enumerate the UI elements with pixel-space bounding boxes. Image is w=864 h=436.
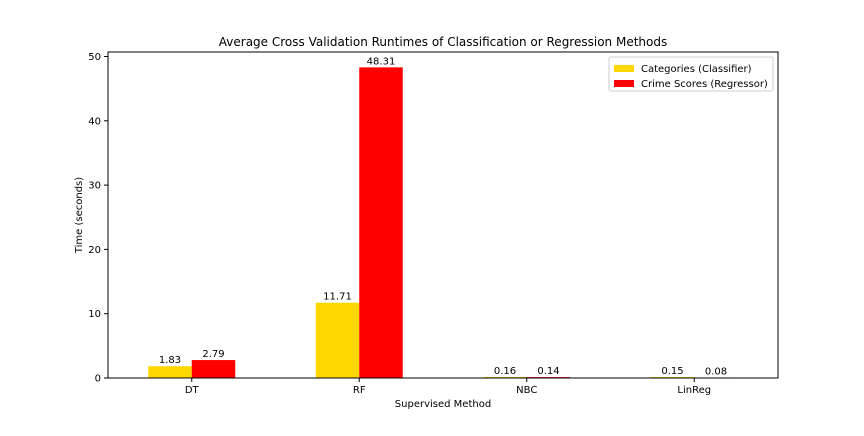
data-label: 0.16 [494,366,516,377]
legend-frame [608,56,774,92]
bar-crime-scores-regressor-dt [191,360,236,378]
legend-swatch [614,80,634,87]
y-tick-label: 20 [88,245,101,256]
y-tick-label: 10 [88,309,101,320]
legend-swatch [614,65,634,72]
data-label: 1.83 [159,355,181,366]
bar-crime-scores-regressor-rf [359,67,403,379]
legend-entry: Categories (Classifier) [641,64,752,75]
plot-area: 1.83 11.71 0.16 0.15 2.79 48.31 0.14 0.08 0 10 20 3… [88,51,779,396]
y-tick-label: 40 [88,116,101,127]
y-tick-label: 50 [88,52,101,63]
x-tick-label: DT [185,385,200,396]
x-tick-label: NBC [516,385,537,396]
x-axis-label: Supervised Method [395,399,491,410]
legend-entry: Crime Scores (Regressor) [641,79,768,90]
chart-title: Average Cross Validation Runtimes of Cla… [219,35,667,49]
plot-frame [107,51,779,379]
y-tick-label: 0 [95,374,101,385]
data-label: 0.15 [661,366,683,377]
data-label: 48.31 [367,56,396,67]
y-axis-label: Time (seconds) [74,177,85,254]
bar-categories-classifier-dt [148,366,192,378]
x-tick-label: RF [353,385,366,396]
bar-categories-classifier-rf [315,302,360,378]
data-label: 0.14 [537,366,559,377]
x-tick-label: LinReg [677,385,711,396]
data-label: 11.71 [323,292,352,303]
data-label: 0.08 [705,366,727,377]
bar-categories-classifier-nbc [483,376,527,378]
legend: Categories (Classifier) Crime Scores (Reg… [608,56,774,92]
y-tick-label: 30 [88,181,101,192]
data-label: 2.79 [202,349,224,360]
